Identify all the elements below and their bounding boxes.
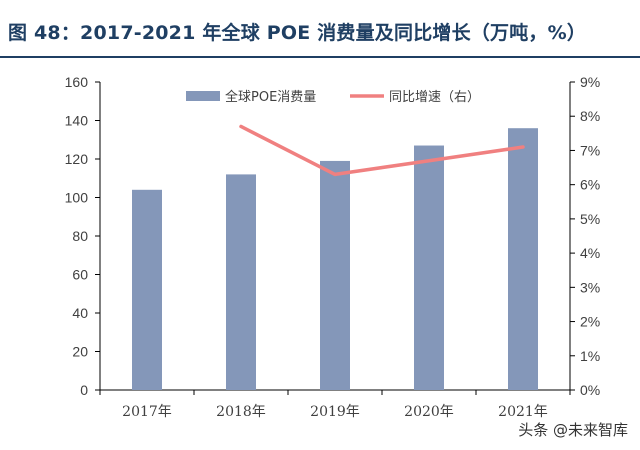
legend-line-label: 同比增速（右） xyxy=(389,90,480,105)
y-axis-right: 0% 1% 2% 3% 4% 5% 6% 7% 8% 9% xyxy=(570,74,600,398)
y-left-tick-label: 140 xyxy=(65,113,89,129)
y-axis-left: 0 20 40 60 80 100 120 140 160 xyxy=(65,74,100,398)
chart-title: 图 48：2017-2021 年全球 POE 消费量及同比增长（万吨，%） xyxy=(8,22,587,44)
x-tick-label: 2018年 xyxy=(216,404,266,420)
y-right-tick-label: 9% xyxy=(580,74,600,90)
y-right-tick-label: 4% xyxy=(580,245,600,261)
y-left-tick-label: 60 xyxy=(72,267,88,283)
y-right-tick-label: 3% xyxy=(580,279,600,295)
title-divider xyxy=(0,56,640,58)
y-right-tick-label: 5% xyxy=(580,211,600,227)
bar xyxy=(508,128,538,390)
y-left-tick-label: 160 xyxy=(65,74,89,90)
y-right-tick-label: 7% xyxy=(580,142,600,158)
legend: 全球POE消费量 同比增速（右） xyxy=(186,89,480,105)
y-left-tick-label: 40 xyxy=(72,305,88,321)
x-tick-label: 2017年 xyxy=(122,404,172,420)
y-right-tick-label: 0% xyxy=(580,382,600,398)
bar xyxy=(132,189,162,390)
bar xyxy=(226,174,256,390)
legend-bar-label: 全球POE消费量 xyxy=(225,89,316,105)
bar xyxy=(414,145,444,390)
watermark: 头条 @未来智库 xyxy=(518,421,628,439)
bar-series xyxy=(132,128,538,390)
legend-bar-swatch xyxy=(186,91,220,101)
x-tick-label: 2019年 xyxy=(310,404,360,420)
y-left-tick-label: 100 xyxy=(65,190,89,206)
y-right-tick-label: 8% xyxy=(580,108,600,124)
y-left-tick-label: 0 xyxy=(80,382,88,398)
y-left-tick-label: 20 xyxy=(72,344,88,360)
y-right-tick-label: 2% xyxy=(580,314,600,330)
x-tick-label: 2020年 xyxy=(404,404,454,420)
y-left-tick-label: 120 xyxy=(65,151,89,167)
growth-line xyxy=(239,124,525,177)
x-axis: 2017年 2018年 2019年 2020年 2021年 xyxy=(99,390,571,420)
x-tick-label: 2021年 xyxy=(498,404,548,420)
bar xyxy=(320,160,350,390)
y-right-tick-label: 1% xyxy=(580,348,600,364)
y-left-tick-label: 80 xyxy=(72,228,88,244)
y-right-tick-label: 6% xyxy=(580,177,600,193)
line-series xyxy=(239,124,525,177)
